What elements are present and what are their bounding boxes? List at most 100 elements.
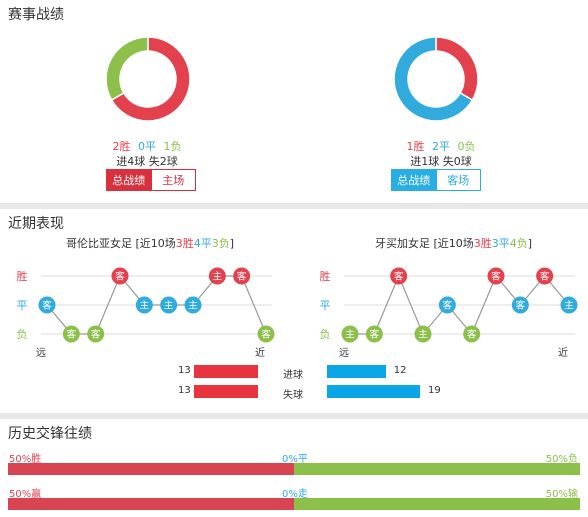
left-tab-group: 总战绩 主场 <box>106 169 196 191</box>
match-point <box>135 296 153 314</box>
left-donut-chart <box>105 36 191 122</box>
donut-slice-胜 <box>435 36 479 102</box>
right-conceded-bar <box>327 385 420 398</box>
h2h-draw-pct: 0%平 <box>282 454 308 465</box>
match-point <box>233 267 251 285</box>
right-recent-wins: 3胜 <box>473 237 492 250</box>
match-venue-label: 主 <box>418 329 428 341</box>
record-title: 赛事战绩 <box>8 7 64 23</box>
match-point <box>390 267 408 285</box>
right-goals-bar <box>327 365 386 378</box>
recent-title: 近期表现 <box>8 216 64 232</box>
form-line <box>350 274 570 336</box>
match-point <box>341 325 359 343</box>
y-label-胜: 胜 <box>320 269 331 283</box>
match-point <box>487 267 505 285</box>
left-recent-losses: 3负 <box>211 237 230 250</box>
left-summary-suffix: ] <box>229 237 235 250</box>
left-wins: 2胜 <box>112 140 131 153</box>
left-goals: 进4球 失2球 <box>116 155 178 168</box>
right-summary-prefix: [近10场 <box>433 237 474 250</box>
y-label-负: 负 <box>17 327 28 341</box>
match-point <box>536 267 554 285</box>
h2h-loss-pct: 50%负 <box>545 454 578 465</box>
right-stats: 1胜 2平 0负 <box>294 138 588 154</box>
right-conceded-value: 19 <box>428 385 441 396</box>
left-draws: 0平 <box>138 140 156 153</box>
match-venue-label: 客 <box>467 329 477 341</box>
donut-slice-胜 <box>110 36 191 122</box>
match-point <box>87 325 105 343</box>
h2h-cover-pct: 50%赢 <box>9 489 42 500</box>
match-venue-label: 主 <box>164 300 174 312</box>
match-venue-label: 主 <box>188 300 198 312</box>
match-point <box>438 296 456 314</box>
match-point <box>38 296 56 314</box>
tab-home-record[interactable]: 主场 <box>151 169 196 191</box>
match-point <box>160 296 178 314</box>
left-goals-bar <box>194 365 258 378</box>
match-venue-label: 客 <box>370 329 380 341</box>
h2h-panel: 历史交锋往绩 50%胜 0%平 50%负 50%赢 0%走 50%输 <box>0 419 588 517</box>
conceded-label: 失球 <box>283 390 303 401</box>
right-draws: 2平 <box>432 140 450 153</box>
left-recent-wins: 3胜 <box>175 237 194 250</box>
match-venue-label: 客 <box>42 300 52 312</box>
match-point <box>463 325 481 343</box>
h2h-handicap-bar <box>8 498 580 510</box>
h2h-title: 历史交锋往绩 <box>8 426 92 442</box>
match-venue-label: 主 <box>213 271 223 283</box>
match-point <box>184 296 202 314</box>
h2h-lose-pct: 50%输 <box>545 489 578 500</box>
tab-total-record[interactable]: 总战绩 <box>391 169 437 191</box>
match-point <box>560 296 578 314</box>
match-venue-label: 主 <box>140 300 150 312</box>
match-venue-label: 客 <box>115 271 125 283</box>
match-venue-label: 客 <box>491 271 501 283</box>
h2h-lose-segment <box>294 498 580 510</box>
match-point <box>62 325 80 343</box>
tab-total-record[interactable]: 总战绩 <box>106 169 152 191</box>
match-venue-label: 客 <box>261 329 271 341</box>
match-point <box>208 267 226 285</box>
match-point <box>111 267 129 285</box>
left-losses: 1负 <box>163 140 182 153</box>
match-point <box>257 325 275 343</box>
match-venue-label: 主 <box>345 329 355 341</box>
right-donut-chart <box>393 36 479 122</box>
right-team-summary: 牙买加女足 [近10场3胜3平4负] <box>375 235 532 251</box>
far-label: 远 <box>339 347 349 359</box>
y-label-平: 平 <box>320 299 331 312</box>
h2h-win-segment <box>8 463 294 475</box>
right-recent-losses: 4负 <box>509 237 528 250</box>
left-recent-draws: 4平 <box>193 237 212 250</box>
left-conceded-bar <box>194 385 258 398</box>
h2h-win-pct: 50%胜 <box>9 454 42 465</box>
match-venue-label: 客 <box>443 300 453 312</box>
form-line <box>46 274 267 335</box>
match-venue-label: 客 <box>394 271 404 283</box>
right-goals-value: 12 <box>393 365 407 376</box>
far-label: 远 <box>36 347 46 359</box>
y-label-平: 平 <box>17 299 28 312</box>
match-point <box>414 325 432 343</box>
recent-panel: 近期表现 哥伦比亚女足 [近10场3胜4平3负] 牙买加女足 [近10场3胜3平… <box>0 209 588 413</box>
right-goals: 进1球 失0球 <box>410 155 472 168</box>
right-tab-group: 总战绩 客场 <box>391 169 481 191</box>
y-label-负: 负 <box>320 327 331 341</box>
match-venue-label: 客 <box>540 271 550 283</box>
match-venue-label: 主 <box>564 300 574 312</box>
right-losses: 0负 <box>457 140 476 153</box>
left-summary-prefix: [近10场 <box>135 237 176 250</box>
left-team-name: 哥伦比亚女足 <box>66 237 132 250</box>
goals-label: 进球 <box>283 370 303 381</box>
tab-away-record[interactable]: 客场 <box>436 169 481 191</box>
match-venue-label: 客 <box>237 271 247 283</box>
match-point <box>511 296 529 314</box>
record-panel: 赛事战绩 2胜 0平 1负 进4球 失2球 总战绩 主场 1胜 2平 0负 进1… <box>0 0 588 203</box>
donut-slice-平 <box>393 36 474 122</box>
right-team-name: 牙买加女足 <box>375 237 430 250</box>
donut-slice-负 <box>105 36 149 102</box>
right-record: 1胜 2平 0负 进1球 失0球 总战绩 客场 <box>294 0 588 203</box>
match-venue-label: 客 <box>67 329 77 341</box>
